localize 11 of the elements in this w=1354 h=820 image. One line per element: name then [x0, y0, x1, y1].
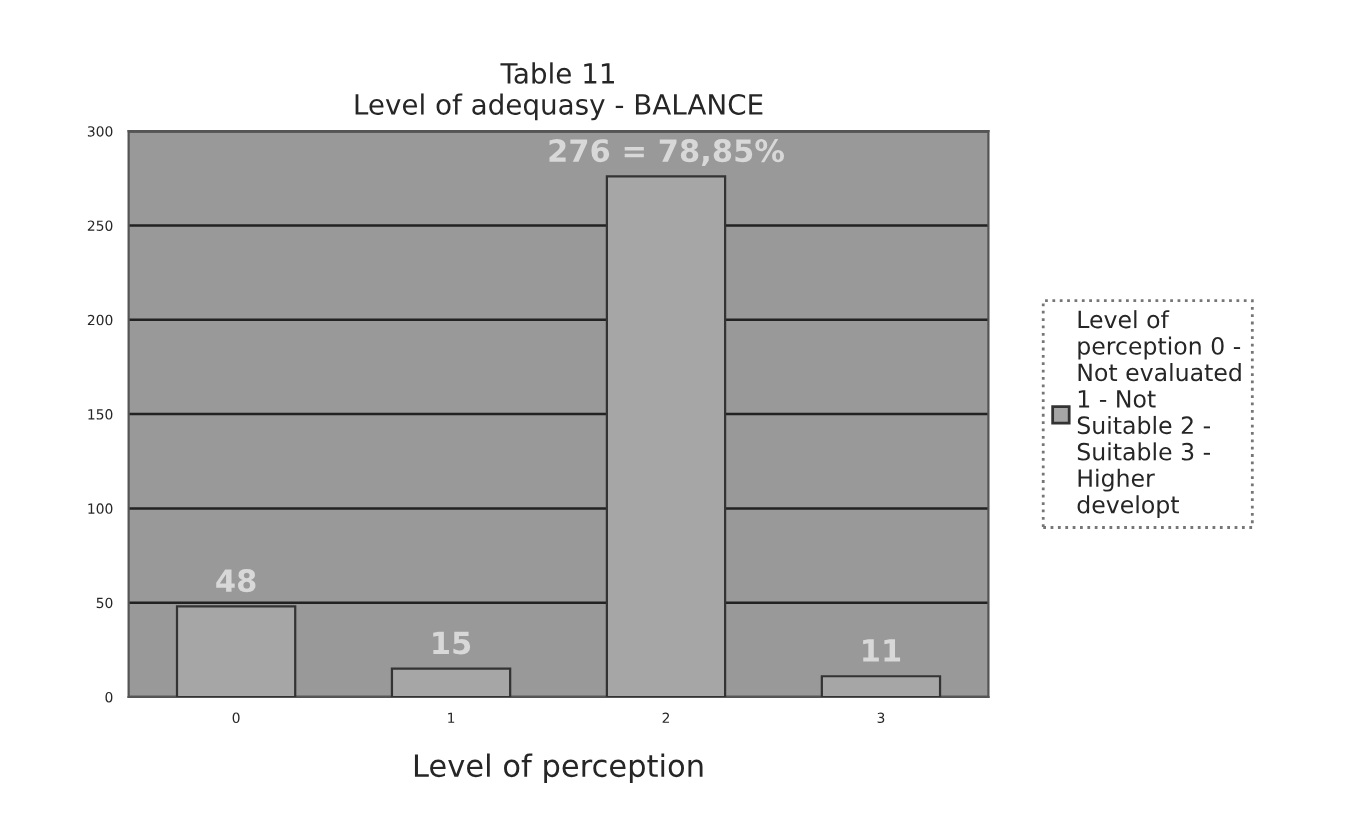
x-axis-title: Level of perception — [414, 753, 703, 784]
legend-label: Level of perception 0 - Not evaluated 1 - Not Suitable 2 - Suitable 3 - Higher developt — [1077, 310, 1241, 519]
data-label: 15 — [433, 631, 471, 655]
bar — [605, 175, 727, 697]
bar — [175, 605, 297, 697]
data-label: 11 — [863, 639, 901, 662]
bar — [820, 675, 942, 697]
chart-title: Table 11 Level of adequasy - BALANCE — [355, 62, 763, 121]
bar — [390, 667, 512, 697]
data-label: 48 — [216, 569, 256, 593]
data-label: 276 = 78,85% — [549, 139, 784, 167]
